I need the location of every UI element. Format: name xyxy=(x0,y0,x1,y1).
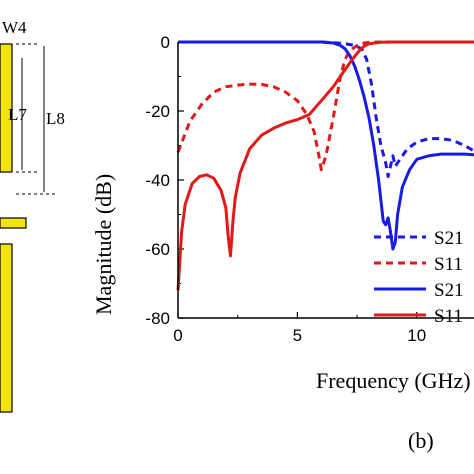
y-tick-label: -40 xyxy=(145,171,170,190)
x-tick-label: 10 xyxy=(407,326,426,345)
feed-line xyxy=(0,217,27,229)
axis-ticks xyxy=(177,41,418,319)
series-line-0-s21-dashed xyxy=(178,40,474,178)
dim-label-l7: L7 xyxy=(8,105,27,124)
series-line-2-s21-solid xyxy=(178,40,474,251)
tick-labels: 0-20-40-60-80051015 xyxy=(145,33,426,345)
legend: S21 S11 S21 S11 xyxy=(374,228,464,327)
legend-label: S21 xyxy=(434,228,464,249)
series-line-3-s11-solid xyxy=(176,40,474,291)
y-tick-label: -80 xyxy=(145,309,170,328)
series-line-1-s11-dashed xyxy=(176,40,474,172)
legend-label: S11 xyxy=(434,306,463,327)
y-tick-label: -60 xyxy=(145,240,170,259)
plot-area: 0-20-40-60-80051015 xyxy=(145,33,474,345)
series-layer xyxy=(176,40,474,291)
x-tick-label: 5 xyxy=(293,326,302,345)
layout-diagram: W4 L7 L8 xyxy=(0,18,65,413)
resonator-bottom xyxy=(0,243,13,413)
y-tick-label: -20 xyxy=(145,102,170,121)
dim-label-w4: W4 xyxy=(2,18,27,37)
x-axis-title: Frequency (GHz) xyxy=(316,368,471,393)
x-tick-label: 0 xyxy=(173,326,182,345)
panel-label: (b) xyxy=(408,428,434,453)
dim-label-l8: L8 xyxy=(46,109,65,128)
resonator-top xyxy=(0,43,13,173)
legend-label: S21 xyxy=(434,280,464,301)
y-tick-label: 0 xyxy=(161,33,170,52)
y-axis-title: Magnitude (dB) xyxy=(91,174,116,315)
legend-label: S11 xyxy=(434,254,463,275)
